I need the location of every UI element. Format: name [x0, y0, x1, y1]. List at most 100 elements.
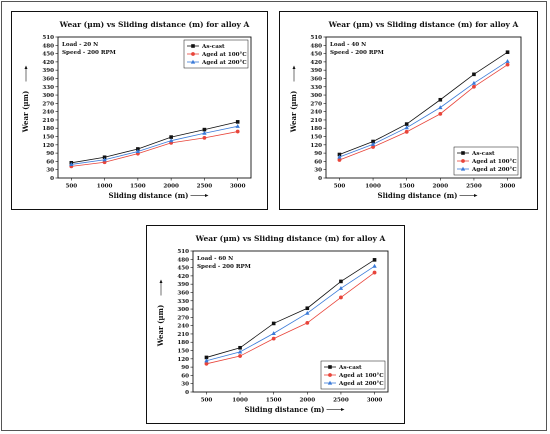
series-line [206, 272, 375, 365]
y-tick-label: 360 [310, 76, 322, 82]
legend-label: Aged at 200°C [338, 381, 384, 387]
legend-label: Aged at 100°C [471, 159, 517, 165]
chart-title: Wear (µm) vs Sliding distance (m) for al… [195, 234, 386, 243]
data-point [371, 145, 375, 149]
y-axis-arrowhead [292, 65, 296, 69]
y-axis-label: Wear (µm) [289, 91, 298, 134]
y-tick-label: 270 [310, 101, 322, 107]
series-line [339, 60, 508, 158]
legend-label: As-cast [201, 44, 225, 50]
condition-note: Speed - 200 RPM [197, 264, 251, 270]
legend-label: Aged at 100°C [201, 52, 247, 58]
y-tick-label: 180 [177, 340, 189, 346]
data-point [438, 111, 443, 116]
data-point [235, 124, 240, 128]
y-tick-label: 450 [177, 266, 189, 272]
plot-frame [325, 36, 522, 179]
series-line [71, 121, 238, 164]
chart-title: Wear (µm) vs Sliding distance (m) for al… [59, 20, 250, 29]
chart-load-20n: Wear (µm) vs Sliding distance (m) for al… [21, 20, 252, 200]
y-tick-label: 360 [42, 76, 54, 82]
series-line [206, 265, 375, 362]
x-tick-label: 1000 [232, 398, 248, 404]
y-tick-label: 0 [50, 176, 54, 182]
x-tick-label: 2000 [433, 184, 449, 190]
data-point [404, 129, 409, 134]
y-tick-label: 480 [42, 43, 54, 49]
y-tick-label: 240 [177, 324, 189, 330]
x-axis-arrowhead [205, 194, 209, 197]
y-tick-label: 30 [46, 168, 54, 174]
y-tick-label: 270 [42, 101, 54, 107]
chart-panel-load-20n: Wear (µm) vs Sliding distance (m) for al… [11, 11, 268, 210]
legend-marker [460, 166, 466, 171]
series-line [339, 64, 508, 161]
data-point [305, 306, 310, 311]
y-tick-label: 60 [46, 159, 54, 165]
data-point [169, 135, 173, 139]
data-point [235, 129, 240, 134]
y-tick-label: 480 [177, 257, 189, 263]
y-tick-label: 30 [181, 382, 189, 388]
condition-note: Load - 20 N [62, 42, 98, 48]
y-tick-label: 240 [42, 110, 54, 116]
x-tick-label: 3000 [500, 184, 516, 190]
data-point [69, 162, 74, 167]
y-tick-label: 390 [177, 282, 189, 288]
legend-marker [327, 380, 333, 385]
y-tick-label: 300 [177, 307, 189, 313]
legend-label: As-cast [471, 151, 495, 157]
chart-title: Wear (µm) vs Sliding distance (m) for al… [328, 20, 519, 29]
legend-marker [328, 373, 332, 377]
y-tick-label: 180 [310, 126, 322, 132]
y-tick-label: 330 [42, 85, 54, 91]
condition-note: Speed - 200 RPM [330, 50, 384, 56]
series-line [71, 131, 238, 167]
y-tick-label: 60 [181, 373, 189, 379]
data-point [371, 139, 375, 144]
legend-label: Aged at 100°C [338, 373, 384, 379]
data-point [102, 155, 107, 160]
x-tick-label: 2000 [300, 398, 316, 404]
data-point [372, 270, 377, 275]
y-tick-label: 150 [42, 135, 54, 141]
data-point [271, 321, 276, 326]
data-point [505, 59, 510, 63]
y-tick-label: 450 [310, 52, 322, 58]
chart-panel-load-60n: Wear (µm) vs Sliding distance (m) for al… [146, 225, 405, 424]
data-point [404, 125, 409, 130]
data-point [136, 147, 140, 151]
y-tick-label: 300 [42, 93, 54, 99]
y-tick-label: 300 [310, 93, 322, 99]
x-tick-label: 500 [65, 184, 77, 190]
y-tick-label: 270 [177, 315, 189, 321]
y-tick-label: 360 [177, 290, 189, 296]
y-tick-label: 510 [42, 35, 54, 41]
legend-label: Aged at 200°C [201, 60, 247, 66]
data-point [204, 355, 209, 360]
data-point [168, 138, 174, 143]
y-tick-label: 120 [177, 357, 189, 363]
legend-marker [461, 159, 465, 163]
y-tick-label: 90 [314, 151, 322, 157]
legend-marker [461, 151, 465, 155]
x-axis-label: Sliding distance (m) [245, 405, 325, 414]
y-tick-label: 510 [177, 249, 189, 255]
data-point [202, 136, 207, 140]
legend-marker [191, 52, 195, 56]
data-point [438, 105, 443, 110]
condition-note: Speed - 200 RPM [62, 50, 116, 56]
y-tick-label: 60 [314, 159, 322, 165]
x-tick-label: 500 [201, 398, 213, 404]
data-point [238, 345, 242, 350]
y-tick-label: 510 [310, 35, 322, 41]
data-point [338, 286, 344, 290]
data-point [235, 120, 240, 124]
y-tick-label: 30 [314, 168, 322, 174]
y-tick-label: 150 [177, 349, 189, 355]
y-tick-label: 120 [42, 143, 54, 149]
data-point [471, 80, 477, 85]
condition-note: Load - 40 N [330, 42, 366, 48]
x-tick-label: 2500 [197, 184, 213, 190]
